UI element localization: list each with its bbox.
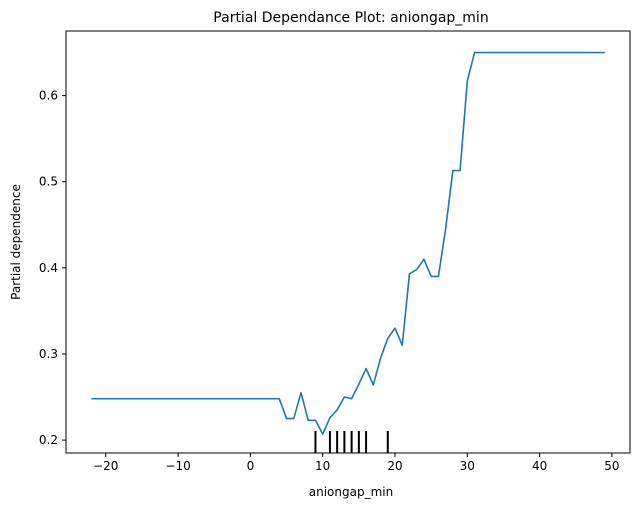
x-tick-label: 10 [315, 459, 330, 473]
rug-marks [314, 431, 389, 453]
x-tick-label: 50 [604, 459, 619, 473]
x-tick-label: 40 [532, 459, 547, 473]
x-tick-label: −20 [93, 459, 118, 473]
y-tick-label: 0.6 [39, 89, 58, 103]
axis-ticks: −20 −10 0 10 20 30 40 50 0.2 0.3 0.4 0.5 0.6 [39, 89, 620, 473]
x-tick-label: 30 [460, 459, 475, 473]
y-tick-label: 0.4 [39, 261, 58, 275]
x-axis-label: aniongap_min [309, 485, 393, 499]
chart-title: Partial Dependance Plot: aniongap_min [213, 10, 488, 26]
plot-area-frame [65, 30, 631, 454]
y-tick-label: 0.3 [39, 347, 58, 361]
series-line [91, 51, 605, 435]
x-tick-label: 20 [387, 459, 402, 473]
x-tick-label: 0 [247, 459, 255, 473]
x-tick-label: −10 [165, 459, 190, 473]
y-tick-label: 0.2 [39, 433, 58, 447]
y-axis-label: Partial dependence [9, 184, 23, 300]
y-tick-label: 0.5 [39, 175, 58, 189]
series-lines [91, 51, 605, 435]
